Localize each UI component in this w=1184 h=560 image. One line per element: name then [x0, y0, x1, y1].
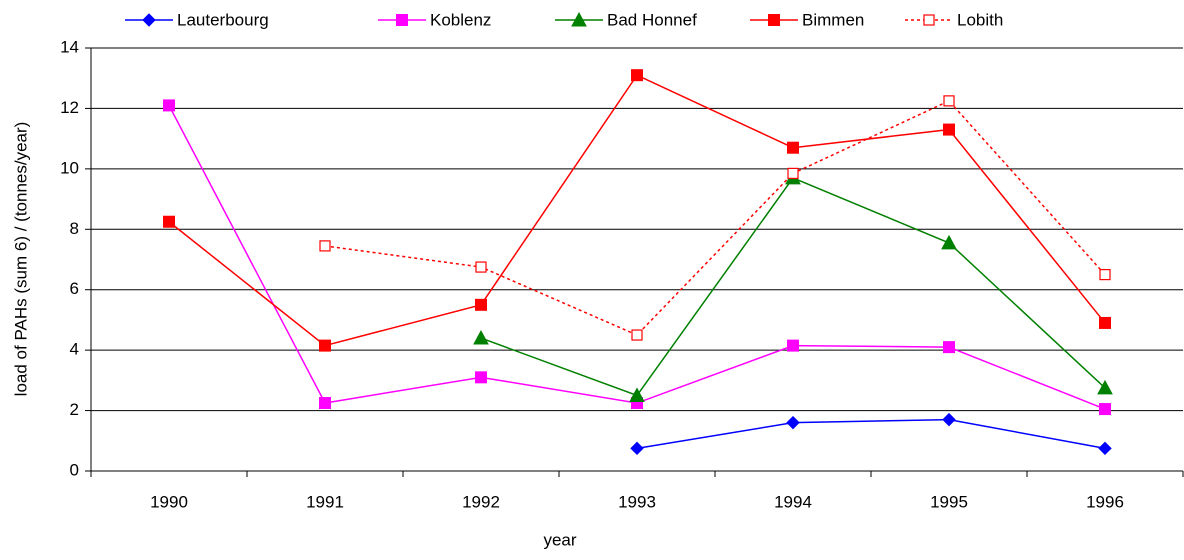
- y-tick-label: 6: [70, 279, 79, 298]
- data-point: [163, 215, 175, 228]
- x-tick-label: 1996: [1086, 492, 1124, 511]
- data-point: [629, 387, 645, 402]
- data-point: [319, 339, 331, 352]
- y-axis-title: load of PAHs (sum 6) / (tonnes/year): [11, 122, 30, 397]
- x-tick-label: 1994: [774, 492, 812, 511]
- data-point: [942, 412, 956, 427]
- data-point: [1097, 379, 1113, 395]
- data-point: [943, 123, 955, 136]
- data-point: [787, 167, 799, 179]
- y-tick-label: 4: [70, 340, 79, 359]
- legend-label: Bimmen: [802, 10, 864, 29]
- data-point: [1099, 316, 1111, 329]
- data-point: [163, 99, 175, 112]
- data-point: [786, 415, 800, 430]
- x-tick-label: 1995: [930, 492, 968, 511]
- series-line: [168, 74, 1106, 347]
- x-tick-label: 1990: [150, 492, 188, 511]
- x-axis-title: year: [543, 530, 576, 549]
- legend-marker: [768, 14, 780, 26]
- data-point: [319, 397, 331, 410]
- legend-marker: [396, 14, 408, 26]
- data-point: [631, 329, 643, 341]
- data-point: [787, 141, 799, 154]
- y-tick-label: 0: [70, 460, 79, 479]
- legend-marker: [923, 14, 935, 26]
- y-tick-label: 2: [70, 400, 79, 419]
- data-point: [941, 234, 957, 250]
- data-point: [1099, 403, 1111, 416]
- data-point: [787, 339, 799, 352]
- legend-label: Lauterbourg: [177, 10, 269, 29]
- data-point: [475, 261, 487, 273]
- series-line: [480, 176, 1106, 397]
- data-point: [473, 330, 489, 345]
- legend-marker: [571, 11, 587, 27]
- legend-label: Lobith: [957, 10, 1003, 29]
- y-tick-label: 10: [60, 158, 79, 177]
- data-point: [630, 441, 644, 456]
- series-line: [324, 99, 1106, 336]
- data-point: [943, 95, 955, 107]
- y-tick-label: 14: [60, 37, 79, 56]
- data-point: [475, 298, 487, 311]
- legend-label: Koblenz: [430, 10, 491, 29]
- data-point: [1099, 269, 1111, 281]
- y-tick-label: 8: [70, 219, 79, 238]
- data-point: [1098, 441, 1112, 456]
- series-line: [636, 418, 1106, 450]
- data-point: [943, 341, 955, 354]
- data-point: [319, 240, 331, 252]
- x-tick-label: 1993: [618, 492, 656, 511]
- x-tick-label: 1991: [306, 492, 344, 511]
- data-point: [475, 371, 487, 384]
- x-tick-label: 1992: [462, 492, 500, 511]
- y-tick-label: 12: [60, 98, 79, 117]
- data-point: [631, 69, 643, 82]
- legend-marker: [142, 13, 156, 27]
- legend-label: Bad Honnef: [607, 10, 697, 29]
